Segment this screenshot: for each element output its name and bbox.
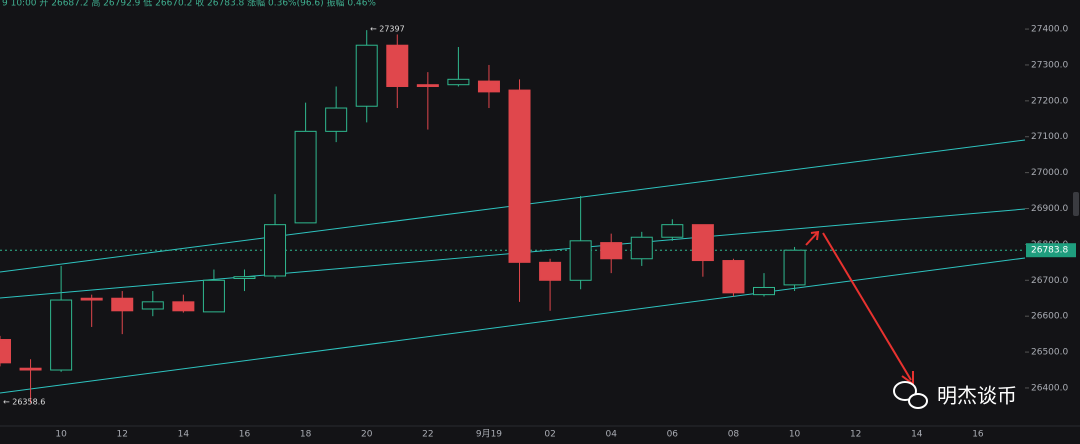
candle-body <box>753 286 775 296</box>
y-tick-label: 27100.0 <box>1031 132 1068 142</box>
y-tick-label: 27200.0 <box>1031 96 1068 106</box>
x-tick-label: 9月19 <box>476 429 502 440</box>
x-tick-label: 20 <box>361 430 373 440</box>
x-tick-label: 12 <box>117 430 128 440</box>
y-tick-label: 26600.0 <box>1031 312 1068 322</box>
candle-body <box>386 44 409 87</box>
x-tick-label: 14 <box>911 430 923 440</box>
arrow-line <box>805 231 819 246</box>
candle-body <box>0 339 11 364</box>
candle-body <box>722 260 745 294</box>
candle-body <box>783 249 806 286</box>
y-tick-label: 26700.0 <box>1031 276 1068 286</box>
candle-body <box>539 261 562 281</box>
x-tick-label: 04 <box>605 430 617 440</box>
candle-body <box>355 44 378 107</box>
x-tick-label: 16 <box>239 430 251 440</box>
candle-body <box>80 297 103 301</box>
watermark: 明杰谈币 <box>893 381 1017 409</box>
x-tick-label: 16 <box>972 430 984 440</box>
candle-body <box>264 224 287 277</box>
scrollbar <box>1073 192 1079 216</box>
candle-body <box>294 130 317 224</box>
candle-body <box>477 80 500 93</box>
candle-body <box>508 89 531 263</box>
x-tick-label: 14 <box>178 430 190 440</box>
y-tick-label: 26900.0 <box>1031 204 1068 214</box>
max-label: ← 27397 <box>370 25 405 34</box>
wechat-icon <box>908 393 928 409</box>
x-tick-label: 02 <box>544 430 555 440</box>
candle-body <box>19 367 42 371</box>
x-tick-label: 08 <box>728 430 740 440</box>
candle-body <box>691 224 714 262</box>
y-tick-label: 26400.0 <box>1031 383 1068 393</box>
candle-body <box>141 301 164 310</box>
candle-body <box>569 240 592 281</box>
x-tick-label: 06 <box>667 430 679 440</box>
candle-body <box>202 279 225 313</box>
candle-body <box>416 84 439 87</box>
last-price-label: 26783.8 <box>1031 246 1068 256</box>
x-tick-label: 22 <box>422 430 433 440</box>
candle-body <box>172 301 195 312</box>
candle-body <box>50 299 73 371</box>
last-price-tag <box>1026 243 1076 258</box>
min-label: ← 26358.6 <box>3 398 45 407</box>
wechat-icon <box>893 381 917 401</box>
candle-body <box>325 107 348 132</box>
candle-body <box>630 236 653 260</box>
trend-line <box>0 257 1026 394</box>
watermark-text: 明杰谈币 <box>937 384 1017 408</box>
y-tick-label: 27300.0 <box>1031 60 1068 70</box>
x-tick-label: 12 <box>850 430 861 440</box>
x-tick-label: 10 <box>55 430 67 440</box>
header: 9 10:00 开 26687.2 高 26792.9 低 26670.2 收 … <box>2 0 376 9</box>
candle-body <box>661 224 684 238</box>
y-tick-label: 27000.0 <box>1031 168 1068 178</box>
candle-body <box>600 242 623 260</box>
candle-body <box>111 297 134 312</box>
candle-body <box>447 78 470 86</box>
arrow-head <box>810 230 820 241</box>
y-tick-label: 27400.0 <box>1031 25 1068 35</box>
arrow-line <box>822 232 912 381</box>
y-tick-label: 26500.0 <box>1031 348 1068 358</box>
candle-body <box>233 276 256 279</box>
x-tick-label: 18 <box>300 430 312 440</box>
x-tick-label: 10 <box>789 430 801 440</box>
red-arrow <box>805 230 914 386</box>
